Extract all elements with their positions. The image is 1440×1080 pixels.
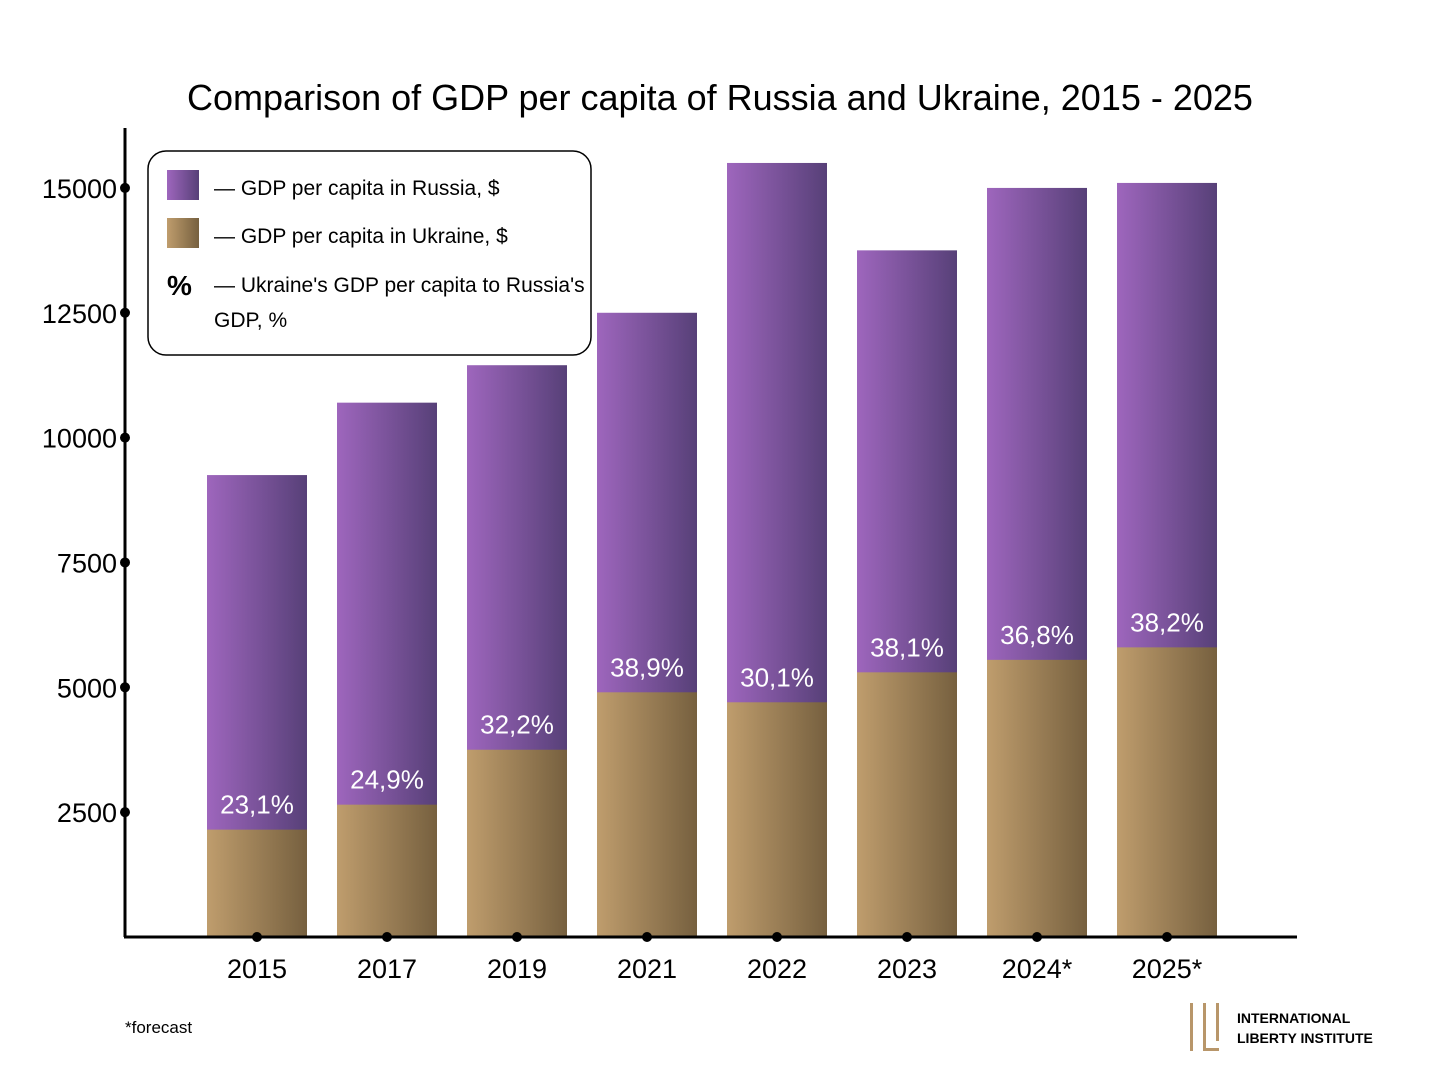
legend: — GDP per capita in Russia, $ — GDP per … — [147, 150, 592, 356]
legend-label-russia: — GDP per capita in Russia, $ — [214, 177, 500, 200]
logo-mark-icon — [1190, 1003, 1219, 1051]
x-tick-label: 2019 — [487, 954, 547, 984]
ratio-label: 36,8% — [1000, 620, 1074, 650]
y-tick-dot — [120, 682, 130, 693]
x-tick-label: 2022 — [747, 954, 807, 984]
y-tick-dot — [120, 432, 130, 443]
x-tick-label: 2024* — [1002, 954, 1073, 984]
bar-ukraine-2025 — [1117, 647, 1217, 937]
x-axis-ticks: 2015 2017 2019 2021 2022 2023 2024* 2025* — [227, 932, 1203, 984]
x-tick-label: 2023 — [877, 954, 937, 984]
bar-ukraine-2019 — [467, 749, 567, 937]
legend-label-ukraine: — GDP per capita in Ukraine, $ — [214, 225, 508, 248]
bar-ukraine-2021 — [597, 692, 697, 937]
logo-line1: International — [1237, 1010, 1351, 1026]
chart-title: Comparison of GDP per capita of Russia a… — [187, 77, 1253, 118]
x-tick-dot — [1162, 932, 1172, 942]
y-axis-ticks: 2500 5000 7500 10000 12500 15000 — [42, 174, 130, 828]
ratio-label: 38,1% — [870, 632, 944, 662]
legend-label-ratio-line1: — Ukraine's GDP per capita to Russia's — [214, 274, 585, 297]
logo-line2: Liberty Institute — [1237, 1030, 1373, 1046]
ratio-label: 30,1% — [740, 662, 814, 692]
x-tick-label: 2017 — [357, 954, 417, 984]
x-tick-dot — [1032, 932, 1042, 942]
x-tick-dot — [252, 932, 262, 942]
y-tick-label: 5000 — [57, 673, 117, 703]
y-tick-dot — [120, 807, 130, 818]
x-tick-dot — [642, 932, 652, 942]
x-tick-dot — [512, 932, 522, 942]
y-tick-label: 7500 — [57, 548, 117, 578]
bar-ukraine-2017 — [337, 804, 437, 937]
ratio-label: 24,9% — [350, 765, 424, 795]
ratio-labels-layer: 23,1% 24,9% 32,2% 38,9% 30,1% 38,1% 36,8% 38,2% — [220, 607, 1204, 819]
y-tick-dot — [120, 307, 130, 318]
ratio-label: 23,1% — [220, 790, 294, 820]
legend-percent-symbol: % — [167, 270, 192, 301]
footnote: *forecast — [125, 1018, 192, 1037]
legend-box — [147, 150, 592, 356]
y-tick-dot — [120, 557, 130, 568]
y-tick-dot — [120, 182, 130, 193]
ratio-label: 32,2% — [480, 710, 554, 740]
x-tick-label: 2021 — [617, 954, 677, 984]
legend-swatch-ukraine — [167, 218, 199, 248]
x-tick-dot — [902, 932, 912, 942]
ratio-label: 38,9% — [610, 652, 684, 682]
y-tick-label: 15000 — [42, 174, 117, 204]
x-tick-dot — [382, 932, 392, 942]
bar-ukraine-2023 — [857, 672, 957, 937]
logo: International Liberty Institute — [1190, 1003, 1373, 1051]
bar-ukraine-2024 — [987, 659, 1087, 937]
y-tick-label: 10000 — [42, 424, 117, 454]
y-tick-label: 12500 — [42, 299, 117, 329]
bar-ukraine-2022 — [727, 702, 827, 937]
bar-ukraine-2015 — [207, 829, 307, 937]
x-tick-label: 2025* — [1132, 954, 1203, 984]
bars-layer — [207, 162, 1217, 938]
x-tick-dot — [772, 932, 782, 942]
y-tick-label: 2500 — [57, 798, 117, 828]
legend-label-ratio-line2: GDP, % — [214, 309, 287, 332]
ratio-label: 38,2% — [1130, 607, 1204, 637]
legend-swatch-russia — [167, 170, 199, 200]
x-tick-label: 2015 — [227, 954, 287, 984]
